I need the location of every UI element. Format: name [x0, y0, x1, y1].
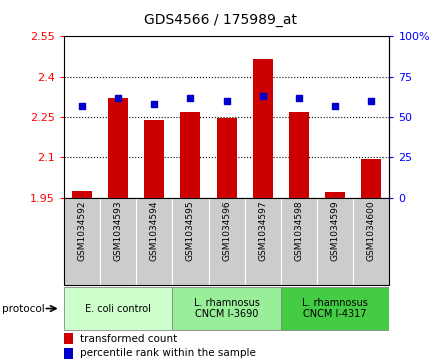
Text: transformed count: transformed count	[81, 334, 178, 344]
Point	[259, 93, 266, 99]
Bar	[325, 192, 345, 198]
Bar	[172, 287, 281, 330]
Bar	[64, 287, 172, 330]
Bar	[172, 198, 209, 285]
Point	[151, 101, 158, 107]
Text: GSM1034597: GSM1034597	[258, 200, 267, 261]
Bar	[72, 191, 92, 198]
Point	[114, 95, 121, 101]
Bar	[136, 198, 172, 285]
Bar	[289, 112, 309, 198]
Bar	[281, 198, 317, 285]
Bar	[281, 287, 389, 330]
Text: GDS4566 / 175989_at: GDS4566 / 175989_at	[143, 13, 297, 27]
Text: GSM1034595: GSM1034595	[186, 200, 195, 261]
Bar	[317, 198, 353, 285]
Text: protocol: protocol	[2, 303, 45, 314]
Bar	[216, 118, 237, 198]
Text: GSM1034596: GSM1034596	[222, 200, 231, 261]
Bar	[253, 59, 273, 198]
Point	[78, 103, 85, 109]
Point	[368, 98, 375, 104]
Bar	[353, 198, 389, 285]
Text: GSM1034600: GSM1034600	[367, 200, 376, 261]
Bar	[108, 98, 128, 198]
Text: GSM1034594: GSM1034594	[150, 200, 159, 261]
Point	[223, 98, 230, 104]
Bar	[64, 198, 100, 285]
Bar	[180, 112, 200, 198]
Bar	[245, 198, 281, 285]
Text: percentile rank within the sample: percentile rank within the sample	[81, 348, 256, 359]
Text: GSM1034599: GSM1034599	[330, 200, 340, 261]
Point	[295, 95, 302, 101]
Text: GSM1034598: GSM1034598	[294, 200, 304, 261]
Text: GSM1034592: GSM1034592	[77, 200, 86, 261]
Bar	[209, 198, 245, 285]
Text: E. coli control: E. coli control	[85, 303, 151, 314]
Bar	[64, 333, 73, 344]
Point	[332, 103, 339, 109]
Point	[187, 95, 194, 101]
Text: GSM1034593: GSM1034593	[114, 200, 123, 261]
Text: L. rhamnosus
CNCM I-3690: L. rhamnosus CNCM I-3690	[194, 298, 260, 319]
Text: L. rhamnosus
CNCM I-4317: L. rhamnosus CNCM I-4317	[302, 298, 368, 319]
Bar	[64, 348, 73, 359]
Bar	[144, 120, 164, 198]
Bar	[100, 198, 136, 285]
Bar	[361, 159, 381, 198]
